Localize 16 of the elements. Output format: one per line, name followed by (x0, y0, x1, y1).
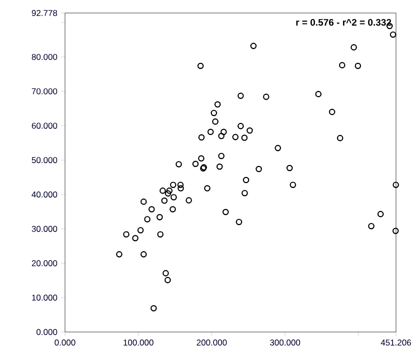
y-tick-label: 0.000 (36, 329, 58, 336)
y-tick-label: 80.000 (32, 54, 58, 60)
y-tick-label: 60.000 (32, 122, 58, 129)
y-tick-label: 40.000 (32, 191, 58, 198)
x-tick-label: 0.000 (54, 340, 76, 346)
y-tick-label: 20.000 (32, 260, 58, 266)
y-tick-label: 10.000 (32, 294, 58, 301)
y-tick-label: 70.000 (32, 88, 58, 94)
y-tick-label: 30.000 (32, 226, 58, 232)
x-tick-label: 100.000 (124, 340, 154, 346)
y-tick-label: 50.000 (32, 157, 58, 164)
x-tick-label: 200.000 (196, 340, 227, 346)
y-tick-label: 92.778 (32, 10, 58, 16)
x-tick-label: 300.000 (270, 340, 300, 346)
annotation: r = 0.576 - r^2 = 0.332 (296, 18, 392, 26)
x-tick-label: 451.206 (380, 340, 411, 346)
